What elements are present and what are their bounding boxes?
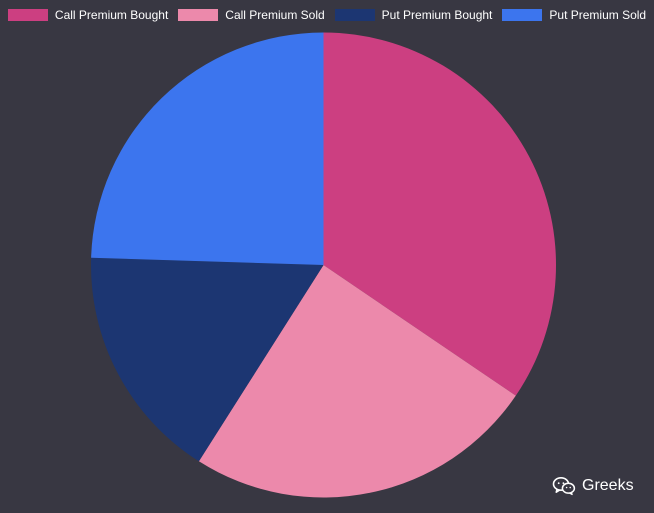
legend-swatch xyxy=(502,9,543,21)
legend-item[interactable]: Call Premium Bought xyxy=(7,8,169,22)
watermark: Greeks xyxy=(552,474,634,498)
pie-slices xyxy=(90,32,557,498)
pie-slice[interactable] xyxy=(90,257,324,462)
pie-slice[interactable] xyxy=(323,32,557,396)
wechat-icon xyxy=(552,477,576,496)
legend-swatch xyxy=(334,9,375,21)
legend-item[interactable]: Put Premium Bought xyxy=(334,8,493,22)
legend-item[interactable]: Put Premium Sold xyxy=(502,8,646,22)
legend-swatch xyxy=(7,9,48,21)
legend-label: Put Premium Bought xyxy=(381,8,493,22)
chart-legend: Call Premium Bought Call Premium Sold Put … xyxy=(0,6,654,24)
legend-label: Call Premium Sold xyxy=(225,8,325,22)
pie-slice[interactable] xyxy=(91,32,324,266)
pie-slice[interactable] xyxy=(198,265,516,498)
legend-label: Call Premium Bought xyxy=(54,8,169,22)
legend-item[interactable]: Call Premium Sold xyxy=(178,8,325,22)
legend-label: Put Premium Sold xyxy=(549,8,647,22)
watermark-text: Greeks xyxy=(582,477,634,494)
legend-swatch xyxy=(178,9,219,21)
